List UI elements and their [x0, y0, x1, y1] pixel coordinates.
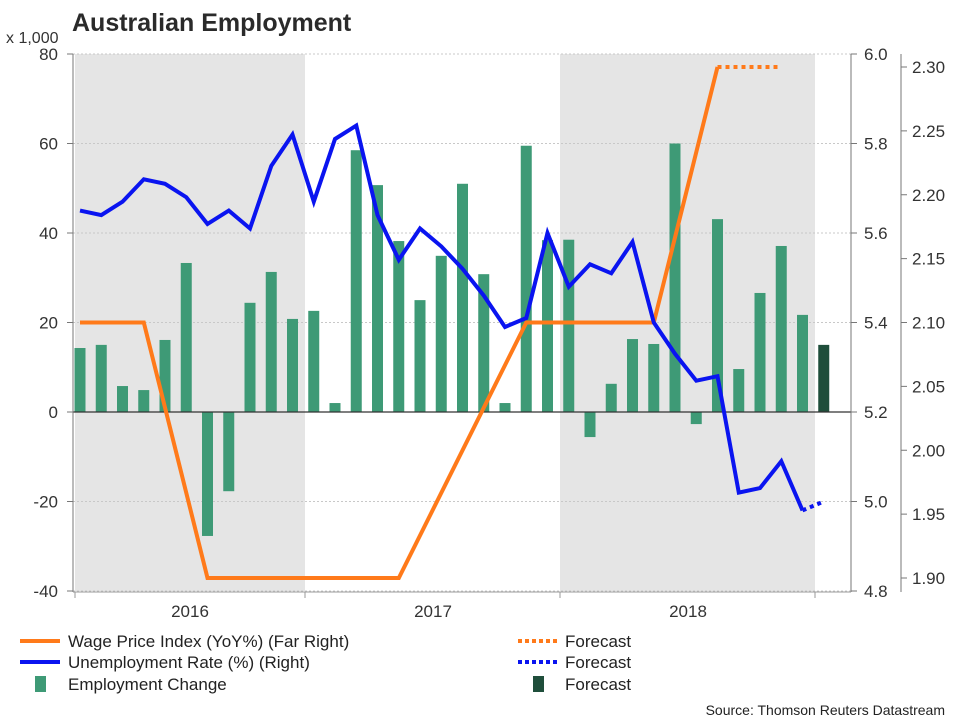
employment-bar [690, 412, 702, 425]
far-right-tick-label: 2.00 [912, 441, 945, 460]
far-right-tick-label: 2.10 [912, 314, 945, 333]
employment-bar [520, 145, 532, 413]
employment-bar [542, 240, 553, 412]
employment-bar [648, 343, 660, 412]
employment-bar [223, 412, 235, 492]
employment-bar [180, 262, 192, 412]
legend-label-employment: Employment Change [68, 675, 227, 694]
employment-bar [350, 150, 362, 412]
employment-bar [329, 403, 341, 412]
right-tick-label: 4.8 [864, 582, 888, 601]
employment-bar [95, 344, 107, 412]
employment-forecast-bar [818, 344, 830, 412]
far-right-tick-label: 2.30 [912, 58, 945, 77]
employment-bar [138, 390, 150, 412]
unemployment-forecast-line [801, 499, 825, 513]
right-tick-label: 5.4 [864, 314, 888, 333]
left-tick-label: -20 [33, 493, 58, 512]
far-right-tick-label: 1.90 [912, 569, 945, 588]
unemployment-line [79, 122, 805, 512]
employment-bar [457, 183, 468, 412]
right-tick-label: 6.0 [864, 45, 888, 64]
x-year-label: 2018 [669, 602, 707, 621]
chart-title: Australian Employment [72, 9, 352, 37]
lines [79, 65, 825, 580]
employment-bar [393, 241, 405, 412]
right-tick-label: 5.6 [864, 224, 888, 243]
legend-label-employment-forecast: Forecast [565, 675, 631, 694]
left-axis-unit: x 1,000 [6, 30, 59, 47]
source-note: Source: Thomson Reuters Datastream [706, 702, 945, 718]
right-tick-label: 5.2 [864, 403, 888, 422]
x-year-label: 2017 [414, 602, 452, 621]
far-right-tick-label: 1.95 [912, 505, 945, 524]
employment-bar [797, 314, 808, 412]
legend-label-wage: Wage Price Index (YoY%) (Far Right) [68, 632, 349, 651]
employment-bar [435, 255, 447, 412]
left-tick-label: 60 [39, 135, 58, 154]
legend-swatch-employment-forecast [533, 676, 544, 692]
legend-label-unemployment: Unemployment Rate (%) (Right) [68, 653, 310, 672]
left-tick-label: 20 [39, 314, 58, 333]
employment-bar [74, 348, 86, 412]
employment-bar [202, 412, 213, 536]
employment-bar [754, 292, 766, 412]
left-tick-label: 80 [39, 45, 58, 64]
employment-bar [117, 386, 128, 412]
employment-bar [159, 339, 171, 412]
employment-bar [712, 219, 723, 412]
employment-bar [372, 185, 383, 412]
left-tick-label: 40 [39, 224, 58, 243]
x-year-label: 2016 [171, 602, 209, 621]
left-tick-label: -40 [33, 582, 58, 601]
employment-bars [74, 143, 830, 536]
employment-bar [499, 403, 511, 412]
employment-bar [287, 318, 298, 412]
employment-bar [563, 239, 575, 412]
employment-bar [775, 245, 787, 412]
tick-labels: 80 60 40 20 0 -20 -40 6.0 5.8 5.6 5.4 5.2 5.0 4.8 2.30… [33, 45, 945, 621]
far-right-tick-label: 2.15 [912, 250, 945, 269]
employment-bar [308, 310, 320, 412]
far-right-tick-label: 2.25 [912, 122, 945, 141]
right-tick-label: 5.8 [864, 135, 888, 154]
legend: Wage Price Index (YoY%) (Far Right) Fore… [20, 632, 631, 694]
employment-bar [478, 274, 490, 412]
employment-bar [733, 369, 745, 412]
left-tick-label: 0 [49, 403, 58, 422]
far-right-tick-label: 2.05 [912, 377, 945, 396]
employment-bar [627, 339, 638, 412]
employment-bar [669, 143, 681, 412]
employment-bar [605, 383, 617, 412]
employment-bar [265, 271, 277, 412]
far-right-tick-label: 2.20 [912, 186, 945, 205]
legend-label-unemployment-forecast: Forecast [565, 653, 631, 672]
employment-bar [244, 302, 256, 412]
legend-label-wage-forecast: Forecast [565, 632, 631, 651]
employment-bar [414, 300, 426, 412]
right-tick-label: 5.0 [864, 493, 888, 512]
employment-bar [584, 412, 596, 438]
legend-swatch-employment [35, 676, 46, 692]
